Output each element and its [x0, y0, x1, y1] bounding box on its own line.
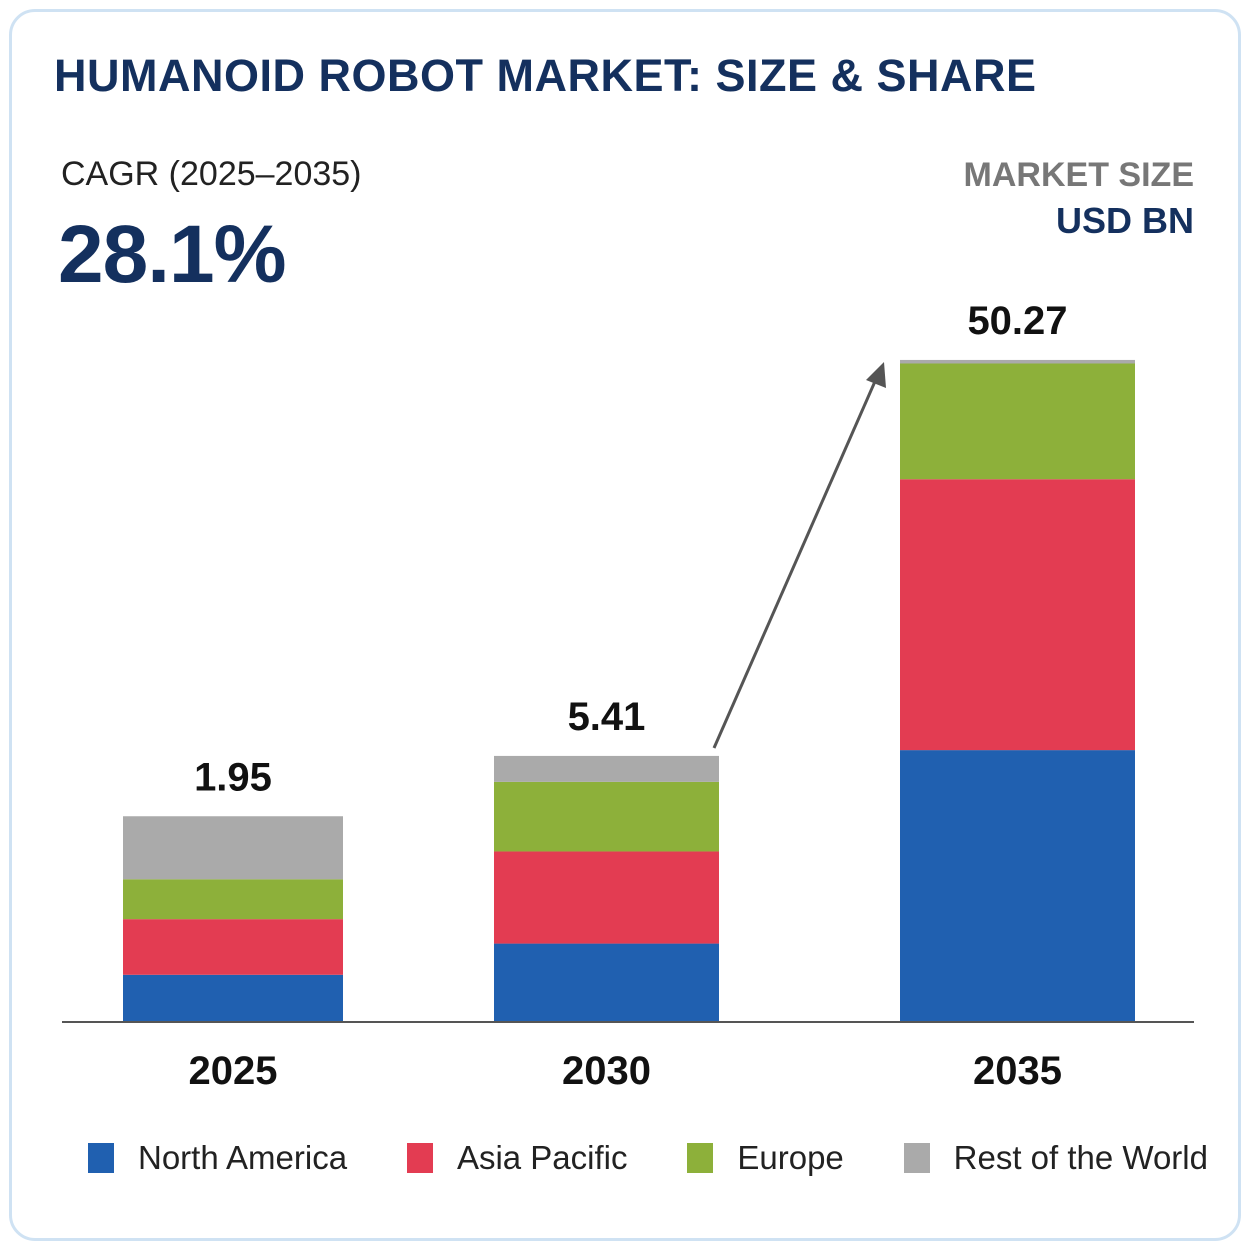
bar-segment-2025-europe: [123, 879, 343, 920]
legend-swatch-europe: [687, 1143, 714, 1173]
legend-label: North America: [138, 1139, 348, 1176]
legend-item-asia-pacific: Asia Pacific: [406, 1139, 628, 1177]
cagr-label: CAGR (2025–2035): [61, 155, 362, 193]
bar-segment-2035-rest-of-the-world: [900, 359, 1135, 364]
bar-segment-2035-north-america: [900, 750, 1135, 1021]
market-size-unit: USD BN: [1055, 200, 1194, 241]
cagr-value: 28.1%: [58, 209, 287, 300]
growth-arrow: [712, 367, 882, 749]
legend-item-north-america: North America: [88, 1139, 347, 1177]
bar-segment-2035-europe: [900, 363, 1135, 480]
bar-segment-2025-rest-of-the-world: [123, 816, 343, 880]
bar-segment-2030-europe: [494, 781, 719, 852]
bar-segment-2030-north-america: [494, 943, 719, 1021]
bar-segment-2035-asia-pacific: [900, 479, 1135, 751]
bar-segment-2025-north-america: [123, 974, 343, 1021]
x-tick-label-2025: 2025: [189, 1049, 278, 1093]
bar-segment-2030-asia-pacific: [494, 851, 719, 944]
x-tick-label-2030: 2030: [562, 1049, 651, 1093]
page-title: HUMANOID ROBOT MARKET: SIZE & SHARE: [54, 50, 1037, 101]
arrow-head-icon: [866, 362, 886, 388]
legend-label: Asia Pacific: [456, 1139, 628, 1176]
legend-swatch-asia-pacific: [406, 1143, 433, 1173]
legend: North America Asia Pacific Europe Rest o…: [88, 1136, 1208, 1180]
bar-total-label-2025: 1.95: [194, 755, 272, 799]
bar-total-label-2035: 50.27: [967, 299, 1067, 343]
bar-segment-2030-rest-of-the-world: [494, 755, 719, 782]
legend-label: Rest of the World: [953, 1139, 1208, 1176]
legend-item-europe: Europe: [687, 1139, 844, 1177]
legend-label: Europe: [737, 1139, 844, 1176]
legend-item-rest-of-world: Rest of the World: [903, 1139, 1208, 1177]
legend-swatch-north-america: [88, 1143, 114, 1173]
legend-swatch-rest-of-world: [903, 1143, 930, 1173]
market-size-label: MARKET SIZE: [963, 156, 1194, 194]
bar-segment-2025-asia-pacific: [123, 919, 343, 975]
bar-total-label-2030: 5.41: [568, 695, 646, 739]
x-tick-label-2035: 2035: [973, 1049, 1062, 1093]
